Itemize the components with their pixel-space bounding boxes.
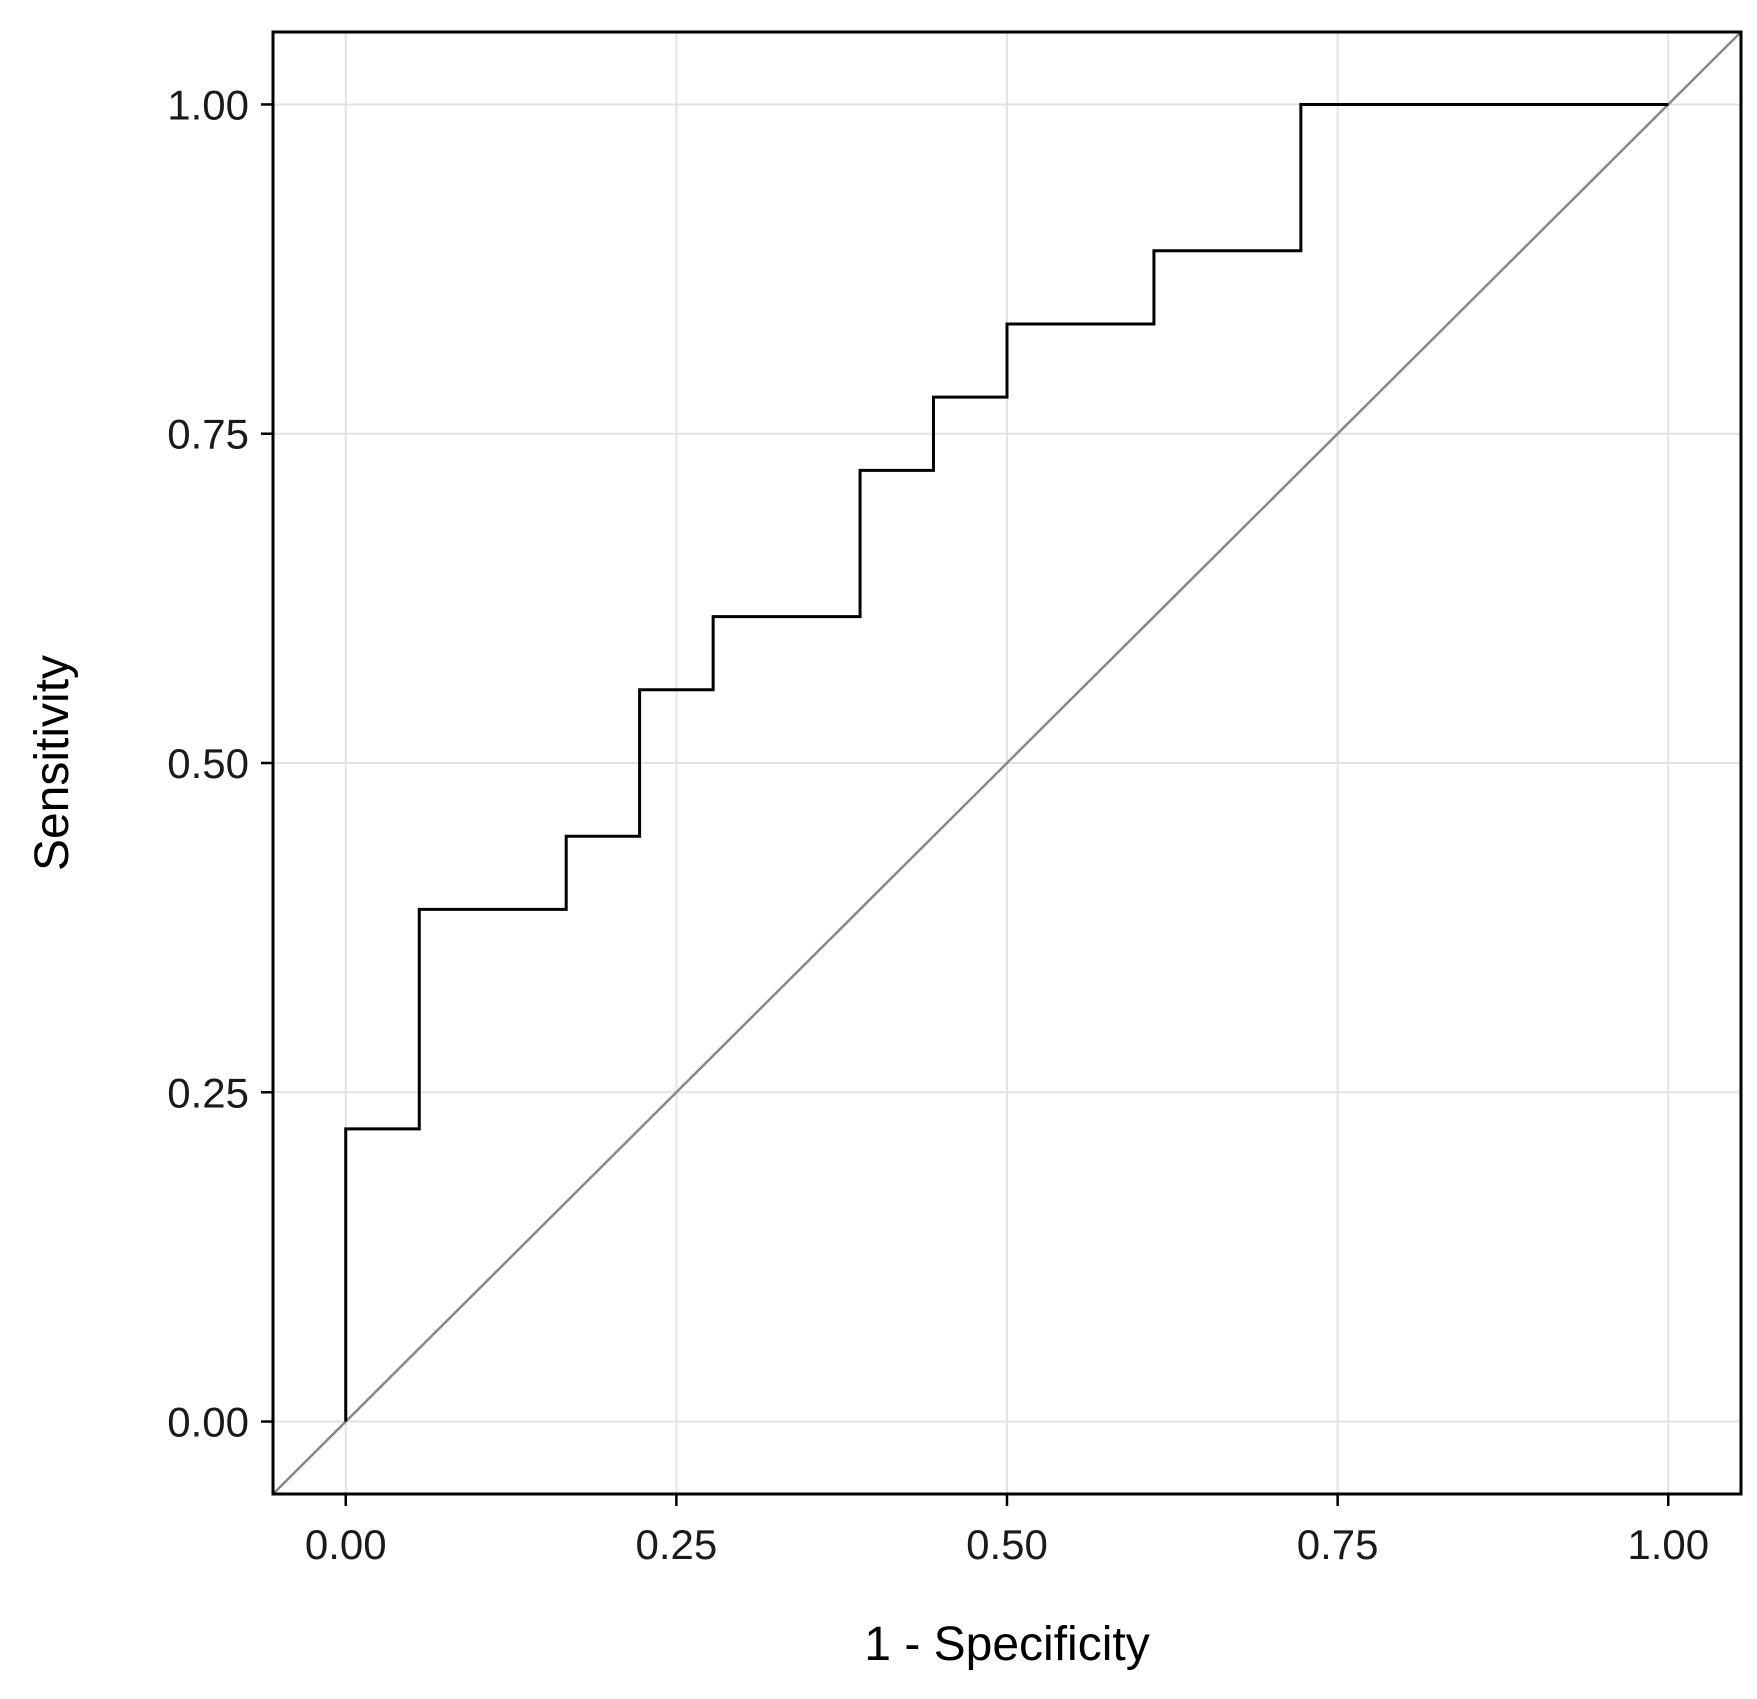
y-axis-title: Sensitivity [26,655,79,871]
x-tick-label-0: 0.00 [305,1521,387,1568]
axis-ticks: 0.00 0.25 0.50 0.75 1.00 0.00 0.25 0.50 0.75 1.00 [167,81,1709,1568]
x-axis-title: 1 - Specificity [864,1618,1149,1671]
y-tick-label-1: 0.25 [167,1069,249,1116]
y-tick-label-0: 0.00 [167,1399,249,1446]
x-tick-label-2: 0.50 [966,1521,1048,1568]
x-tick-label-3: 0.75 [1297,1521,1379,1568]
x-tick-label-4: 1.00 [1627,1521,1709,1568]
x-tick-label-1: 0.25 [635,1521,717,1568]
y-tick-label-3: 0.75 [167,411,249,458]
roc-curve-line [344,102,1669,1422]
series-lines [273,32,1741,1494]
y-tick-label-2: 0.50 [167,740,249,787]
reference-diagonal-line [273,32,1741,1494]
y-tick-label-4: 1.00 [167,81,249,128]
